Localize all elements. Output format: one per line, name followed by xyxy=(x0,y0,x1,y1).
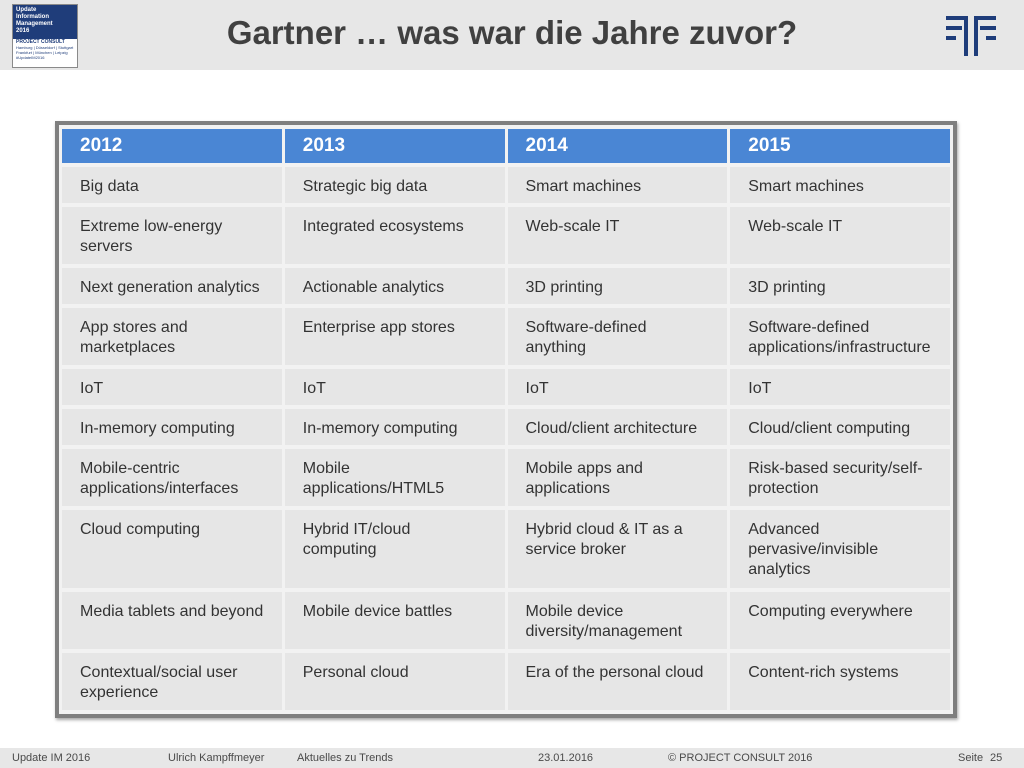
table-cell: Risk-based security/self-protection xyxy=(730,448,950,506)
table-cell: Media tablets and beyond xyxy=(62,591,282,649)
table-cell: Integrated ecosystems xyxy=(284,206,505,264)
table-cell: In-memory computing xyxy=(62,408,282,445)
badge-details: PROJECT CONSULT Hamburg | Düsseldorf | S… xyxy=(13,39,77,61)
table-row: Next generation analytics Actionable ana… xyxy=(62,267,950,304)
badge-tag: #UpdateIM2016 xyxy=(16,55,45,60)
table-cell: Strategic big data xyxy=(284,167,505,203)
table-cell: Content-rich systems xyxy=(730,652,950,710)
slide-footer: Update IM 2016 Ulrich Kampffmeyer Aktuel… xyxy=(0,748,1024,768)
table-cell: Hybrid IT/cloud computing xyxy=(284,509,505,588)
table-row: Big data Strategic big data Smart machin… xyxy=(62,167,950,203)
table-cell: IoT xyxy=(507,368,728,405)
badge-line: Update xyxy=(16,7,37,13)
table-cell: In-memory computing xyxy=(284,408,505,445)
badge-line: Information xyxy=(16,14,49,20)
table-cell: Mobile-centric applications/interfaces xyxy=(62,448,282,506)
table-cell: IoT xyxy=(62,368,282,405)
table-row: Cloud computing Hybrid IT/cloud computin… xyxy=(62,509,950,588)
footer-page-number: 25 xyxy=(990,752,1003,764)
table-cell: Cloud/client architecture xyxy=(507,408,728,445)
table-cell: Big data xyxy=(62,167,282,203)
table-cell: Next generation analytics xyxy=(62,267,282,304)
table-cell: App stores and marketplaces xyxy=(62,307,282,365)
table-cell: Personal cloud xyxy=(284,652,505,710)
footer-date: 23.01.2016 xyxy=(538,752,594,764)
table-cell: Smart machines xyxy=(507,167,728,203)
table-cell: Mobile apps and applications xyxy=(507,448,728,506)
table-cell: IoT xyxy=(730,368,950,405)
table-row: Mobile-centric applications/interfaces M… xyxy=(62,448,950,506)
slide-header: Update Information Management 2016 PROJE… xyxy=(0,0,1024,70)
table-cell: Mobile device battles xyxy=(284,591,505,649)
table-cell: Web-scale IT xyxy=(507,206,728,264)
footer-author: Ulrich Kampffmeyer xyxy=(168,752,265,764)
event-badge: Update Information Management 2016 PROJE… xyxy=(12,4,78,68)
table-row: Media tablets and beyond Mobile device b… xyxy=(62,591,950,649)
table-cell: Extreme low-energy servers xyxy=(62,206,282,264)
table-cell: Era of the personal cloud xyxy=(507,652,728,710)
column-header: 2013 xyxy=(284,129,505,163)
table-cell: Actionable analytics xyxy=(284,267,505,304)
badge-title: Update Information Management 2016 xyxy=(13,5,77,39)
table-cell: Software-defined anything xyxy=(507,307,728,365)
table-row: Extreme low-energy servers Integrated ec… xyxy=(62,206,950,264)
table-cell: Smart machines xyxy=(730,167,950,203)
badge-line: Management xyxy=(16,21,53,27)
table-cell: Contextual/social user experience xyxy=(62,652,282,710)
table-cell: Web-scale IT xyxy=(730,206,950,264)
badge-company: PROJECT CONSULT xyxy=(16,39,65,45)
footer-topic: Aktuelles zu Trends xyxy=(297,752,393,764)
table-row: Contextual/social user experience Person… xyxy=(62,652,950,710)
table-row: In-memory computing In-memory computing … xyxy=(62,408,950,445)
table-cell: Enterprise app stores xyxy=(284,307,505,365)
table-cell: Mobile device diversity/management xyxy=(507,591,728,649)
table-cell: Cloud/client computing xyxy=(730,408,950,445)
trends-table-frame: 2012 2013 2014 2015 Big data Strategic b… xyxy=(55,121,957,718)
table-cell: IoT xyxy=(284,368,505,405)
column-header: 2015 xyxy=(730,129,950,163)
gartner-trends-table: 2012 2013 2014 2015 Big data Strategic b… xyxy=(59,125,953,714)
table-header-row: 2012 2013 2014 2015 xyxy=(62,129,950,163)
footer-copyright: © PROJECT CONSULT 2016 xyxy=(668,752,813,764)
badge-cities: Hamburg | Düsseldorf | Stuttgart xyxy=(16,45,74,50)
table-cell: 3D printing xyxy=(507,267,728,304)
page-title: Gartner … was war die Jahre zuvor? xyxy=(226,14,798,51)
table-cell: Hybrid cloud & IT as a service broker xyxy=(507,509,728,588)
badge-line: 2016 xyxy=(16,28,30,34)
table-cell: Software-defined applications/infrastruc… xyxy=(730,307,950,365)
table-cell: 3D printing xyxy=(730,267,950,304)
column-header: 2012 xyxy=(62,129,282,163)
table-cell: Advanced pervasive/invisible analytics xyxy=(730,509,950,588)
table-row: IoT IoT IoT IoT xyxy=(62,368,950,405)
table-cell: Computing everywhere xyxy=(730,591,950,649)
table-cell: Mobile applications/HTML5 xyxy=(284,448,505,506)
footer-event: Update IM 2016 xyxy=(12,752,91,764)
badge-cities-2: Frankfurt | München | Leipzig xyxy=(16,50,68,55)
project-consult-logo-icon xyxy=(946,16,996,56)
column-header: 2014 xyxy=(507,129,728,163)
table-row: App stores and marketplaces Enterprise a… xyxy=(62,307,950,365)
table-cell: Cloud computing xyxy=(62,509,282,588)
footer-page-label: Seite xyxy=(958,752,984,764)
